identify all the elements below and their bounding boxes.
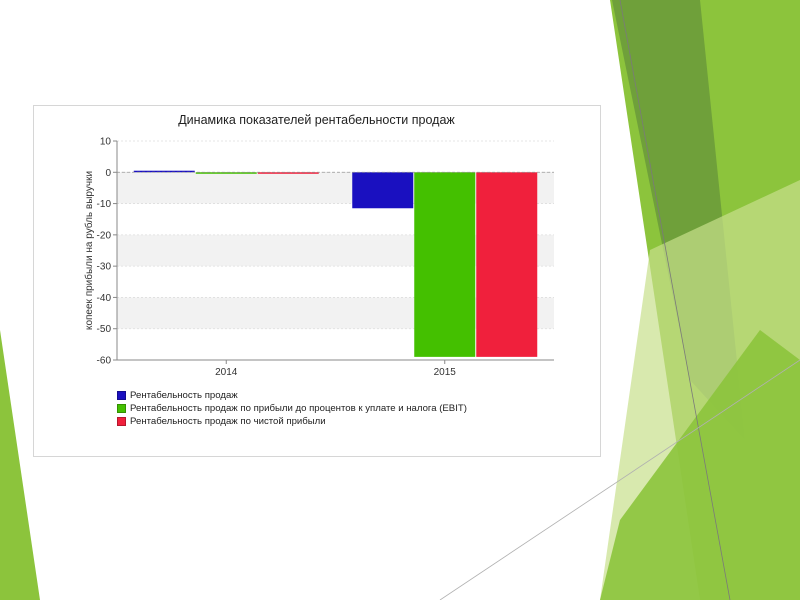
legend-item: Рентабельность продаж по прибыли до проц… xyxy=(117,402,467,415)
legend-label: Рентабельность продаж по прибыли до проц… xyxy=(130,403,467,414)
y-tick-label: -20 xyxy=(97,230,112,241)
y-tick-label: -10 xyxy=(97,199,112,210)
y-tick-label: -30 xyxy=(97,262,112,273)
legend-item: Рентабельность продаж xyxy=(117,389,467,402)
legend-swatch xyxy=(117,391,126,400)
y-tick-label: 10 xyxy=(100,137,112,148)
y-axis-label: копеек прибыли на рубль выручки xyxy=(83,171,95,330)
x-tick-label: 2014 xyxy=(215,367,238,378)
chart-panel: Динамика показателей рентабельности прод… xyxy=(33,105,601,457)
bar-2014-series-2 xyxy=(195,172,257,174)
x-tick-label: 2015 xyxy=(434,367,457,378)
bar-2015-series-1 xyxy=(352,172,414,209)
chart-title: Динамика показателей рентабельности прод… xyxy=(178,113,455,127)
decor-green-left-triangle xyxy=(0,330,40,600)
decor-thin-line-2 xyxy=(439,359,800,600)
bar-2015-series-2 xyxy=(414,172,476,357)
legend-swatch xyxy=(117,404,126,413)
y-tick-label: 0 xyxy=(105,168,111,179)
legend-label: Рентабельность продаж xyxy=(130,390,238,401)
bar-2015-series-3 xyxy=(476,172,538,357)
legend-item: Рентабельность продаж по чистой прибыли xyxy=(117,415,467,428)
decor-green-mid-band xyxy=(600,330,800,600)
bar-chart: Динамика показателей рентабельности прод… xyxy=(83,113,554,378)
chart-legend: Рентабельность продаж Рентабельность прод… xyxy=(117,389,467,428)
bar-2014-series-3 xyxy=(257,172,319,174)
y-tick-label: -60 xyxy=(97,356,112,367)
decor-thin-line-1 xyxy=(619,0,731,600)
legend-swatch xyxy=(117,417,126,426)
legend-label: Рентабельность продаж по чистой прибыли xyxy=(130,416,326,427)
y-tick-label: -40 xyxy=(97,293,112,304)
y-tick-label: -50 xyxy=(97,324,112,335)
bar-2014-series-1 xyxy=(133,170,195,173)
